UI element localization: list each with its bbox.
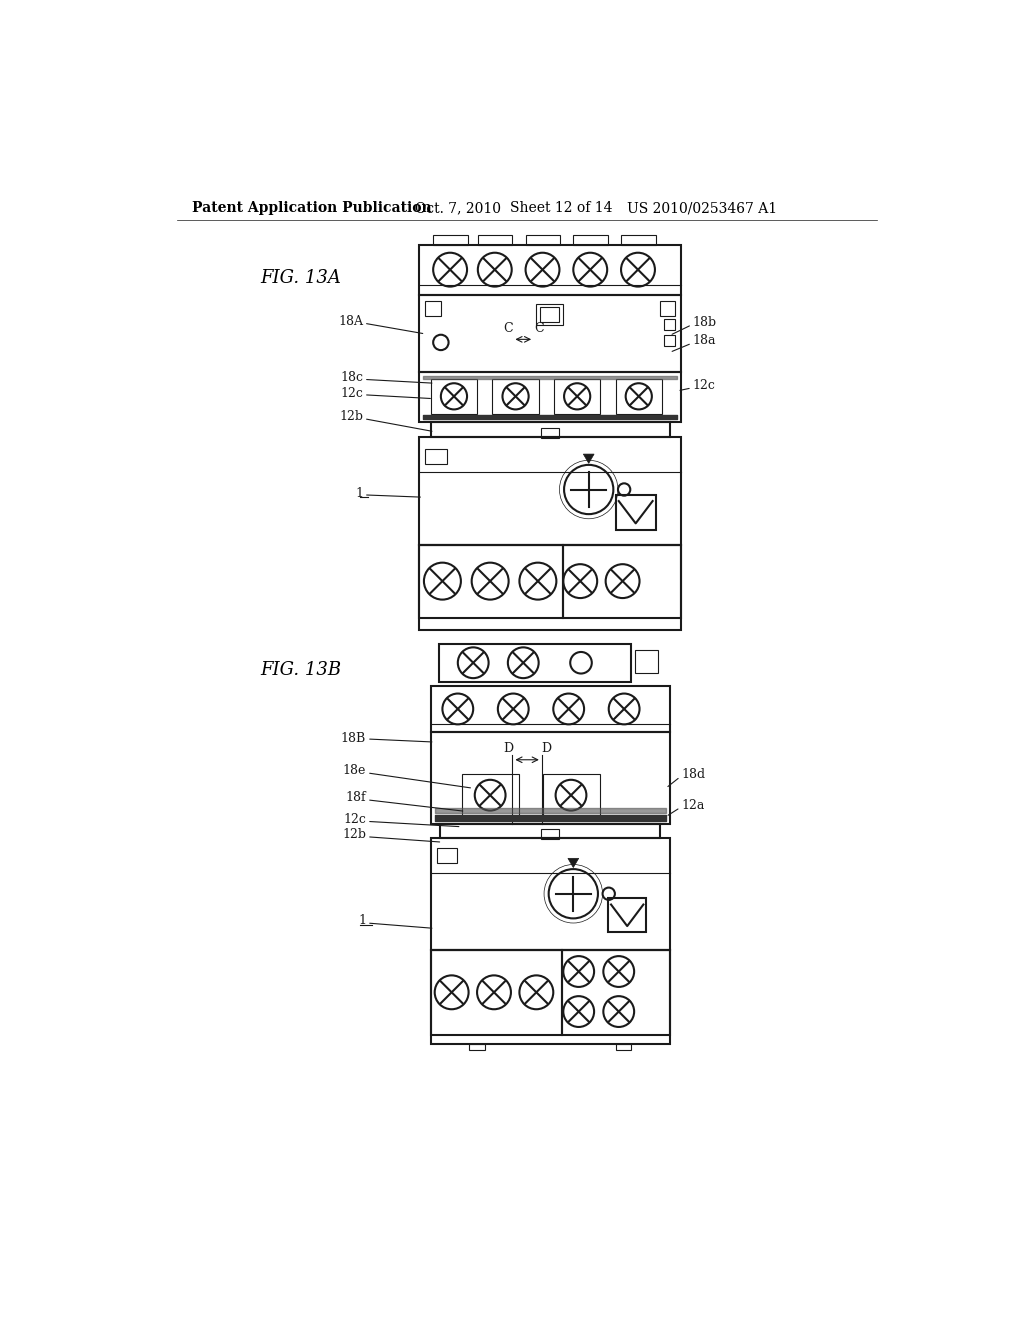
Text: 18d: 18d bbox=[681, 768, 706, 781]
Text: Sheet 12 of 14: Sheet 12 of 14 bbox=[510, 202, 612, 215]
Bar bbox=[469, 1044, 484, 1051]
Text: 18b: 18b bbox=[692, 315, 717, 329]
Text: 18f: 18f bbox=[345, 791, 367, 804]
Bar bbox=[431, 733, 670, 825]
Polygon shape bbox=[568, 858, 579, 867]
Polygon shape bbox=[584, 454, 594, 463]
Bar bbox=[419, 545, 563, 618]
Text: US 2010/0253467 A1: US 2010/0253467 A1 bbox=[628, 202, 777, 215]
Bar bbox=[431, 422, 670, 437]
Bar bbox=[431, 686, 670, 733]
Bar bbox=[665, 319, 675, 330]
Text: 18A: 18A bbox=[338, 315, 364, 329]
Bar bbox=[431, 950, 670, 1044]
Bar bbox=[438, 644, 631, 682]
Bar bbox=[419, 437, 681, 545]
Bar bbox=[573, 235, 608, 244]
Text: 12c: 12c bbox=[340, 387, 364, 400]
Bar bbox=[554, 379, 600, 414]
Text: 18c: 18c bbox=[340, 371, 364, 384]
Bar bbox=[541, 829, 559, 840]
Bar bbox=[615, 1044, 631, 1051]
Bar bbox=[431, 379, 477, 414]
Text: Patent Application Publication: Patent Application Publication bbox=[193, 202, 432, 215]
Bar bbox=[437, 847, 457, 863]
Bar bbox=[433, 235, 468, 244]
Bar bbox=[541, 308, 559, 322]
Bar bbox=[419, 372, 681, 422]
Bar bbox=[621, 235, 655, 244]
Text: 1: 1 bbox=[355, 487, 364, 500]
Bar bbox=[615, 495, 655, 529]
Bar bbox=[478, 235, 512, 244]
Text: FIG. 13A: FIG. 13A bbox=[260, 269, 341, 286]
Bar bbox=[659, 301, 675, 317]
Bar bbox=[563, 545, 681, 618]
Bar bbox=[419, 244, 681, 294]
Text: C: C bbox=[534, 322, 544, 335]
Bar bbox=[462, 775, 519, 817]
Text: D: D bbox=[503, 742, 513, 755]
Bar bbox=[493, 379, 539, 414]
Text: 12c: 12c bbox=[343, 813, 367, 825]
Bar bbox=[615, 379, 662, 414]
Bar bbox=[543, 775, 600, 817]
Bar bbox=[525, 235, 560, 244]
Text: Oct. 7, 2010: Oct. 7, 2010 bbox=[416, 202, 502, 215]
Bar bbox=[537, 304, 563, 326]
Bar bbox=[425, 301, 441, 317]
Text: 1: 1 bbox=[358, 915, 367, 927]
Bar bbox=[562, 950, 670, 1035]
Text: 18e: 18e bbox=[343, 764, 367, 777]
Bar bbox=[419, 294, 681, 372]
Bar bbox=[431, 950, 562, 1035]
Text: 12a: 12a bbox=[681, 799, 705, 812]
Bar bbox=[431, 838, 670, 950]
Text: 18B: 18B bbox=[341, 731, 367, 744]
Bar bbox=[425, 449, 447, 465]
Bar bbox=[541, 428, 559, 438]
Text: D: D bbox=[542, 742, 551, 755]
Bar bbox=[635, 649, 658, 673]
Text: 12b: 12b bbox=[342, 828, 367, 841]
Text: 12c: 12c bbox=[692, 379, 716, 392]
Bar bbox=[440, 825, 660, 838]
Bar bbox=[665, 335, 675, 346]
Text: FIG. 13B: FIG. 13B bbox=[260, 661, 341, 680]
Text: C: C bbox=[503, 322, 513, 335]
Bar bbox=[419, 545, 681, 630]
Bar bbox=[608, 899, 646, 932]
Text: 18a: 18a bbox=[692, 334, 716, 347]
Text: 12b: 12b bbox=[339, 409, 364, 422]
